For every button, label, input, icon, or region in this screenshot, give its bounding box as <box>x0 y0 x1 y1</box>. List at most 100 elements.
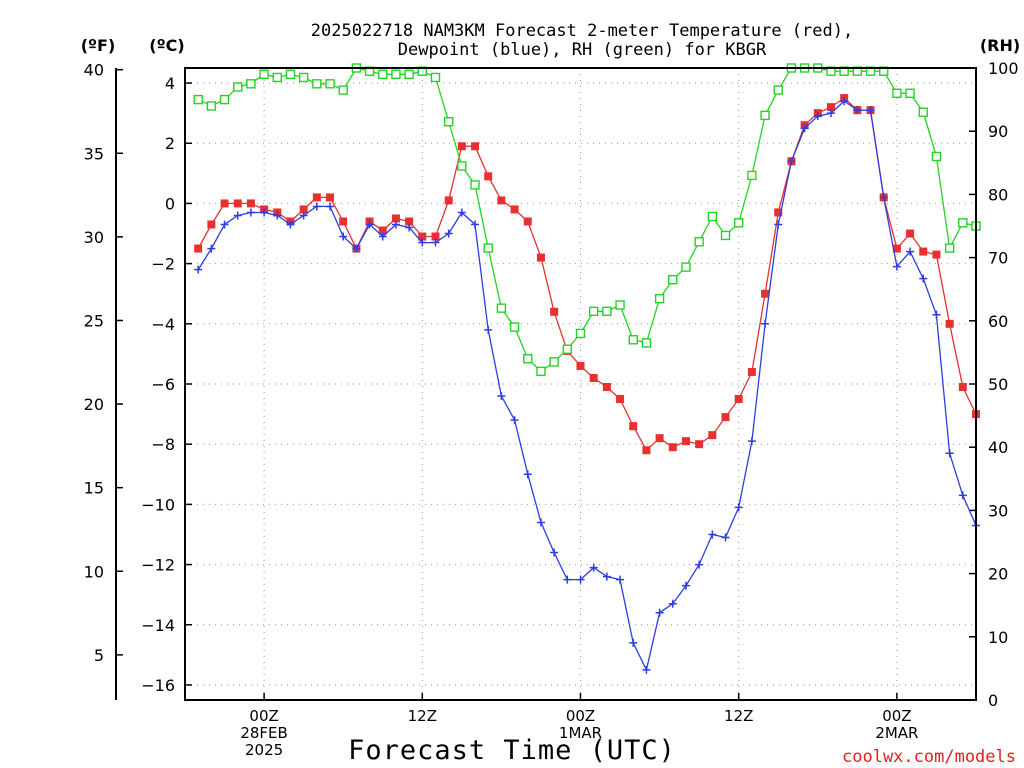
temperature-point <box>708 431 717 440</box>
time-tick-label: 12Z <box>724 707 753 725</box>
temperature-point <box>444 196 453 205</box>
temperature-point <box>207 220 216 229</box>
time-tick-label: 2MAR <box>875 724 918 742</box>
dewpoint-point <box>286 220 295 229</box>
fahrenheit-tick-label: 5 <box>94 646 104 665</box>
rh-point <box>523 354 533 364</box>
dewpoint-point <box>339 232 348 241</box>
rh-point <box>219 94 230 105</box>
rh-tick-label: 70 <box>988 249 1008 268</box>
temperature-point <box>457 142 466 151</box>
rh-point <box>958 218 968 228</box>
rh-point <box>602 306 612 317</box>
time-tick-label: 2025 <box>245 741 283 759</box>
fahrenheit-tick-label: 40 <box>84 61 104 80</box>
temperature-point <box>747 367 756 376</box>
celsius-tick-label: −2 <box>151 255 175 274</box>
rh-point <box>694 237 704 247</box>
dewpoint-point <box>576 575 585 584</box>
dewpoint-point <box>655 608 664 617</box>
credit-text: coolwx.com/models <box>842 747 1016 767</box>
series-temperature <box>194 94 980 455</box>
rh-point <box>378 69 388 80</box>
rh-point <box>259 69 269 80</box>
chart-title: 2025022718 NAM3KM Forecast 2-meter Tempe… <box>311 21 853 41</box>
dewpoint-point <box>629 638 638 647</box>
dewpoint-point <box>246 208 255 217</box>
rh-point <box>246 79 256 89</box>
fahrenheit-tick-label: 25 <box>84 311 104 330</box>
dewpoint-point <box>787 157 796 166</box>
temperature-point <box>932 250 941 259</box>
dewpoint-point <box>642 665 651 674</box>
dewpoint-point <box>431 238 440 247</box>
rh-point <box>654 293 665 304</box>
rh-point <box>443 117 454 127</box>
dewpoint-point <box>523 470 532 479</box>
rh-point <box>470 180 480 190</box>
dewpoint-point <box>418 238 427 247</box>
temperature-point <box>589 373 598 382</box>
temperature-point <box>761 289 770 298</box>
dewpoint-point <box>352 244 361 253</box>
dewpoint-point <box>840 97 849 106</box>
time-tick-label: 12Z <box>408 707 437 725</box>
rh-point <box>615 300 625 310</box>
rh-point <box>391 69 401 80</box>
temperature-point <box>405 217 414 226</box>
dewpoint-point <box>747 437 756 446</box>
rh-tick-label: 30 <box>988 501 1008 520</box>
dewpoint-point <box>866 106 875 115</box>
dewpoint-point <box>484 325 493 334</box>
temperature-point <box>826 103 835 112</box>
fahrenheit-tick-label: 30 <box>84 228 104 247</box>
temperature-line <box>197 97 977 452</box>
dewpoint-point <box>273 211 282 220</box>
dewpoint-line <box>197 100 977 672</box>
rh-point <box>944 243 955 253</box>
celsius-tick-label: −16 <box>141 676 175 695</box>
dewpoint-point <box>233 211 242 220</box>
rh-tick-label: 80 <box>988 185 1008 204</box>
rh-point <box>773 85 783 95</box>
time-tick-label: 00Z <box>249 707 278 725</box>
rh-point <box>483 243 493 253</box>
temperature-point <box>339 217 348 226</box>
dewpoint-point <box>444 229 453 238</box>
rh-point <box>549 357 559 367</box>
dewpoint-point <box>207 244 216 253</box>
fahrenheit-unit-label: (ºF) <box>81 36 116 55</box>
rh-point <box>312 79 322 89</box>
celsius-tick-label: −12 <box>141 556 175 575</box>
dewpoint-point <box>681 581 690 590</box>
dewpoint-point <box>602 572 611 581</box>
grid-lines <box>185 68 976 700</box>
dewpoint-point <box>589 563 598 572</box>
celsius-tick-label: 2 <box>165 134 175 153</box>
rh-point <box>206 101 217 111</box>
temperature-point <box>194 244 203 253</box>
temperature-point <box>734 395 743 404</box>
temperature-point <box>668 443 677 452</box>
rh-tick-label: 50 <box>988 375 1008 394</box>
temperature-point <box>391 214 400 223</box>
temperature-point <box>721 413 730 422</box>
temperature-point <box>602 383 611 392</box>
rh-point <box>575 328 586 339</box>
celsius-tick-label: −10 <box>141 495 175 514</box>
dewpoint-point <box>312 202 321 211</box>
rh-point <box>681 262 691 272</box>
fahrenheit-tick-label: 20 <box>84 395 104 414</box>
rh-point <box>233 82 243 92</box>
fahrenheit-tick-label: 15 <box>84 479 104 498</box>
temperature-point <box>958 383 967 392</box>
temperature-point <box>484 172 493 181</box>
temperature-point <box>418 232 427 241</box>
temperature-point <box>919 247 928 256</box>
time-tick-label: 1MAR <box>559 724 602 742</box>
fahrenheit-tick-label: 35 <box>84 144 104 163</box>
rh-point <box>760 110 770 121</box>
temperature-point <box>510 205 519 214</box>
